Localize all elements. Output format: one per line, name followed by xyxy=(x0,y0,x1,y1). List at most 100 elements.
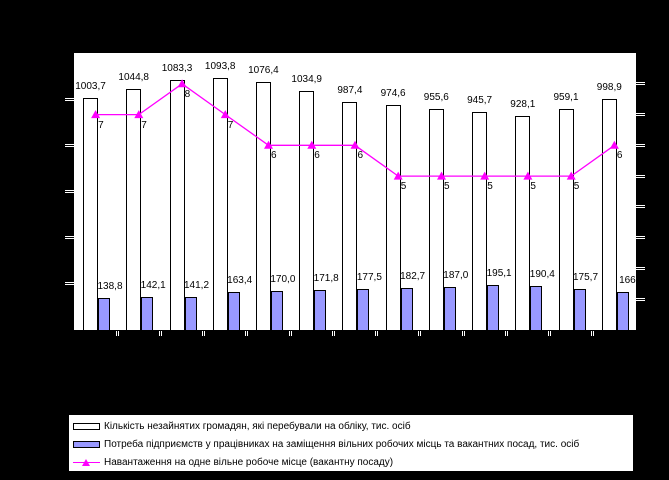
right-axis-tick xyxy=(636,174,645,178)
x-axis-tick xyxy=(115,331,119,336)
bar-unemployed xyxy=(83,98,98,330)
triangle-marker xyxy=(91,110,101,119)
line-value-label: 7 xyxy=(141,119,147,131)
triangle-marker xyxy=(350,140,360,149)
bar-unemployed xyxy=(299,91,315,330)
line-value-label: 8 xyxy=(184,88,191,100)
legend-swatch-load-line xyxy=(73,457,100,467)
bar-value-label: 182,7 xyxy=(400,270,426,282)
triangle-marker xyxy=(134,110,144,119)
bar-value-label: 928,1 xyxy=(510,98,536,110)
bar-value-label: 998,9 xyxy=(596,82,622,94)
legend-label: Потреба підприємств у працівниках на зам… xyxy=(104,438,580,450)
right-axis-tick xyxy=(636,113,645,117)
bar-unemployed xyxy=(472,111,488,330)
line-value-label: 7 xyxy=(98,119,104,131)
left-axis-tick xyxy=(65,190,74,193)
triangle-marker xyxy=(523,171,533,180)
bar-value-label: 1093,8 xyxy=(204,60,236,72)
bar-value-label: 141,2 xyxy=(183,280,210,292)
bar-value-label: 163,4 xyxy=(227,275,253,287)
bar-value-label: 1003,7 xyxy=(75,81,106,93)
bar-value-label: 138,8 xyxy=(97,281,123,292)
load-line xyxy=(95,83,615,177)
legend: Кількість незайнятих громадян, які переб… xyxy=(68,414,634,472)
left-axis-tick xyxy=(65,236,74,240)
bar-demand xyxy=(314,290,327,330)
bar-value-label: 945,7 xyxy=(467,94,493,106)
bar-value-label: 1083,3 xyxy=(161,62,193,74)
line-value-label: 6 xyxy=(357,150,364,162)
x-axis-tick xyxy=(159,331,162,336)
legend-label: Навантаження на одне вільне робоче місце… xyxy=(104,456,394,468)
bar-demand xyxy=(400,287,413,330)
x-axis-tick xyxy=(548,331,551,336)
x-axis-tick xyxy=(504,331,508,336)
bar-unemployed xyxy=(515,115,531,330)
bar-unemployed xyxy=(428,109,444,330)
legend-item-unemployed: Кількість незайнятих громадян, які переб… xyxy=(73,417,633,435)
bar-value-label: 1034,9 xyxy=(291,74,322,86)
x-axis-tick xyxy=(331,331,335,336)
bar-unemployed xyxy=(126,88,142,330)
bar-value-label: 974,6 xyxy=(380,88,406,99)
right-axis-tick xyxy=(636,297,645,301)
x-axis-tick xyxy=(591,331,595,336)
triangle-marker xyxy=(307,140,317,149)
legend-item-demand: Потреба підприємств у працівниках на зам… xyxy=(73,435,633,453)
bar-demand xyxy=(487,285,500,330)
bar-value-label: 195,1 xyxy=(486,268,512,279)
right-axis-tick xyxy=(636,266,645,270)
bar-unemployed xyxy=(385,105,401,330)
x-axis-tick xyxy=(202,331,206,336)
bar-value-label: 170,0 xyxy=(270,273,296,285)
line-value-label: 5 xyxy=(444,181,450,193)
x-axis-tick xyxy=(461,331,465,336)
bar-demand xyxy=(443,286,456,330)
line-value-label: 6 xyxy=(271,150,277,162)
triangle-marker xyxy=(264,140,273,149)
bar-value-label: 175,7 xyxy=(572,272,599,284)
bar-demand xyxy=(270,290,283,330)
bar-unemployed xyxy=(169,79,185,330)
bar-value-label: 171,8 xyxy=(313,273,339,285)
line-value-label: 5 xyxy=(400,181,407,193)
x-axis-tick xyxy=(245,331,249,336)
bar-unemployed xyxy=(342,102,358,330)
load-line-chart xyxy=(91,79,619,180)
line-value-label: 5 xyxy=(530,181,536,193)
bar-value-label: 177,5 xyxy=(356,272,382,283)
bar-demand xyxy=(98,298,110,330)
legend-label: Кількість незайнятих громадян, які переб… xyxy=(104,420,411,432)
right-axis-tick xyxy=(636,236,645,240)
bar-unemployed xyxy=(601,99,617,330)
bar-demand xyxy=(530,286,543,330)
x-axis-tick xyxy=(288,331,292,336)
left-axis-tick xyxy=(65,97,74,101)
bar-value-label: 1044,8 xyxy=(118,71,149,83)
bar-demand xyxy=(227,292,240,330)
right-axis-tick xyxy=(636,82,645,86)
triangle-marker xyxy=(566,171,576,180)
bar-value-label: 166, xyxy=(619,274,637,286)
bar-demand xyxy=(573,289,586,330)
legend-swatch-demand-bar xyxy=(73,440,100,448)
x-axis-tick xyxy=(418,331,422,336)
triangle-marker xyxy=(609,140,619,149)
bar-demand xyxy=(184,297,197,330)
bar-value-label: 142,1 xyxy=(140,280,166,292)
bar-value-label: 190,4 xyxy=(529,269,555,280)
triangle-marker xyxy=(220,110,230,119)
left-axis-tick xyxy=(65,143,74,147)
triangle-marker-icon xyxy=(82,459,90,466)
bar-value-label: 987,4 xyxy=(337,85,363,97)
line-value-label: 6 xyxy=(314,150,320,162)
triangle-marker xyxy=(177,79,187,88)
bar-value-label: 187,0 xyxy=(443,269,469,281)
bar-demand xyxy=(357,289,370,330)
bar-value-label: 959,1 xyxy=(553,91,579,103)
line-value-label: 5 xyxy=(487,181,493,193)
legend-item-load: Навантаження на одне вільне робоче місце… xyxy=(73,453,633,471)
right-axis-tick xyxy=(636,143,645,147)
